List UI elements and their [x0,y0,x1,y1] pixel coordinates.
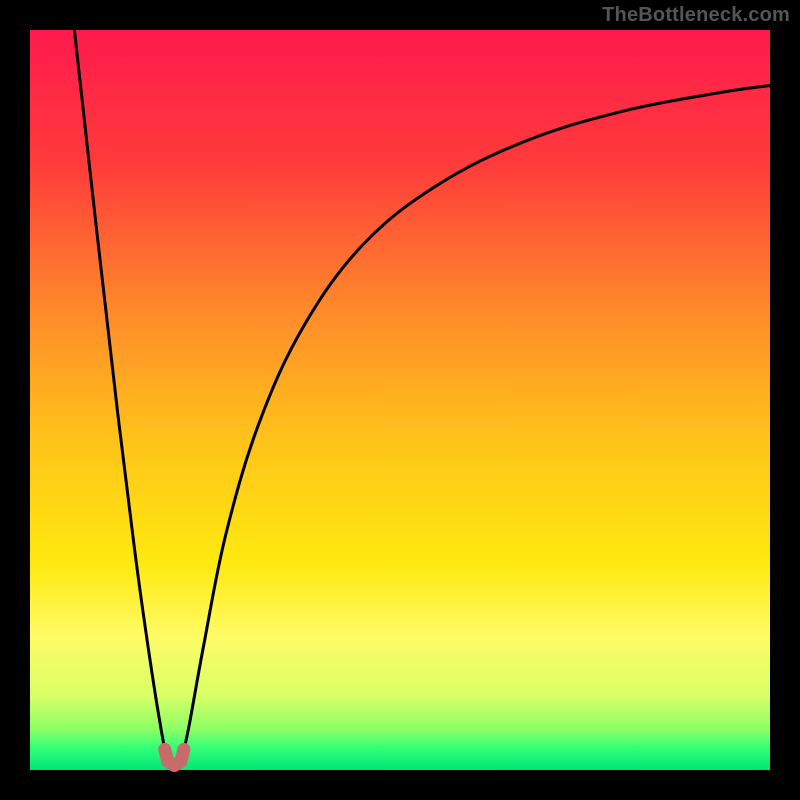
chart-container: TheBottleneck.com [0,0,800,800]
gradient-background [30,30,770,770]
bottleneck-chart [0,0,800,800]
watermark-text: TheBottleneck.com [602,4,790,27]
